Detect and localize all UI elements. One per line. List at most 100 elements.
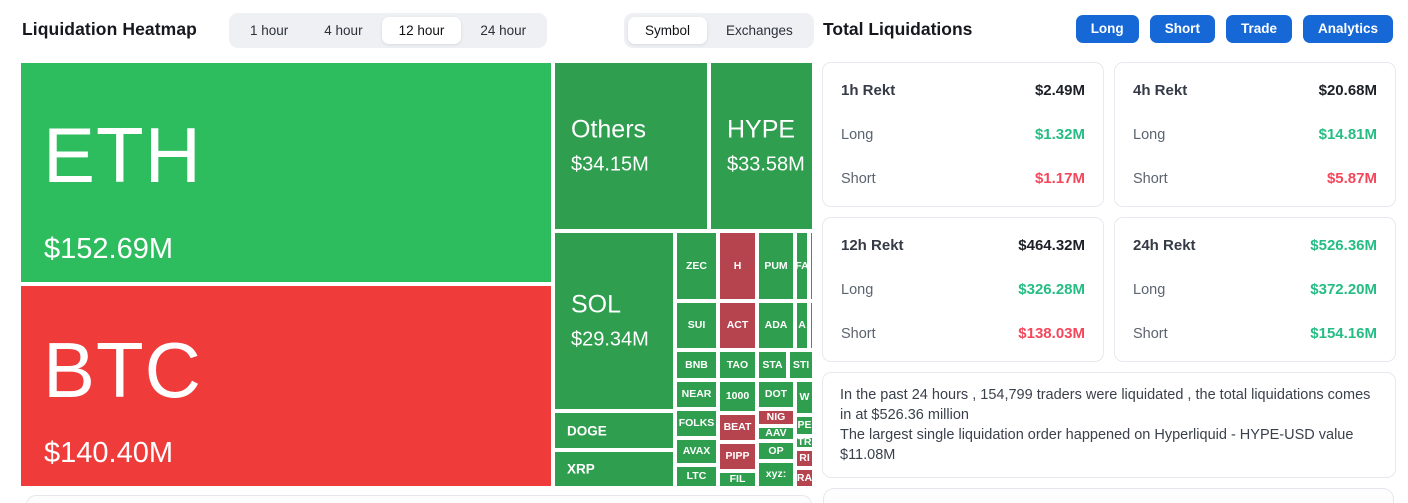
total-liquidations-panel: 1h Rekt $2.49M Long $1.32M Short $1.17M … <box>822 62 1396 478</box>
treemap-cell-bnb[interactable]: BNB <box>676 351 717 379</box>
treemap-cell-beat[interactable]: BEAT <box>719 414 756 441</box>
treemap-cell-eth[interactable]: ETH $152.69M <box>20 62 552 283</box>
treemap-cell-tr[interactable]: TR <box>796 437 813 448</box>
short-button[interactable]: Short <box>1149 15 1215 43</box>
long-value: $326.28M <box>1018 281 1085 298</box>
page-title: Liquidation Heatmap <box>22 19 197 39</box>
treemap-cell-sti[interactable]: STI <box>789 351 813 379</box>
summary-line-1: In the past 24 hours , 154,799 traders w… <box>840 387 1371 423</box>
treemap-cell-label: FIL <box>729 473 746 486</box>
analytics-button[interactable]: Analytics <box>1302 15 1393 43</box>
treemap-cell-dot[interactable]: DOT <box>758 381 794 408</box>
treemap-cell-ra[interactable]: RA <box>796 469 813 487</box>
total-liquidations-title: Total Liquidations <box>823 19 973 39</box>
trade-button[interactable]: Trade <box>1225 15 1292 43</box>
left-header: Liquidation Heatmap 1 hour 4 hour 12 hou… <box>0 0 814 62</box>
treemap-cell-hype[interactable]: HYPE $33.58M <box>710 62 813 230</box>
treemap-cell-label: ADA <box>764 319 788 332</box>
treemap-cell-label: FA <box>797 259 808 272</box>
treemap-cell-pipp[interactable]: PIPP <box>719 443 756 470</box>
treemap-cell-fa[interactable]: FA <box>796 232 808 300</box>
treemap-cell-label: ZEC <box>686 259 707 272</box>
treemap-cell-h[interactable]: H <box>719 232 756 300</box>
rekt-card-24h: 24h Rekt $526.36M Long $372.20M Short $1… <box>1114 217 1396 362</box>
treemap-cell-value: $29.34M <box>571 328 649 351</box>
treemap-cell-value: $152.69M <box>44 233 173 265</box>
treemap-cell-label: BEAT <box>723 421 752 434</box>
treemap-cell-sliver[interactable] <box>810 302 813 349</box>
short-label: Short <box>1133 325 1168 342</box>
treemap-cell-sta[interactable]: STA <box>758 351 787 379</box>
treemap-cell-label: H <box>733 259 742 272</box>
treemap-cell-value: $33.58M <box>727 153 805 176</box>
tab-12-hour[interactable]: 12 hour <box>381 17 462 44</box>
treemap-cell-a[interactable]: A <box>796 302 808 349</box>
treemap-cell-xrp[interactable]: XRP <box>554 451 674 487</box>
treemap-cell-aav[interactable]: AAV <box>758 427 794 440</box>
tab-24-hour[interactable]: 24 hour <box>463 17 543 44</box>
treemap-cell-avax[interactable]: AVAX <box>676 439 717 464</box>
treemap-cell-label: A <box>798 319 806 332</box>
treemap-cell-nig[interactable]: NIG <box>758 410 794 425</box>
treemap-cell-label: AAV <box>765 427 787 440</box>
treemap-cell-pe[interactable]: PE <box>796 416 813 435</box>
treemap-cell-label: LTC <box>686 470 707 483</box>
short-label: Short <box>841 325 876 342</box>
tab-4-hour[interactable]: 4 hour <box>307 17 379 44</box>
below-summary-card-edge <box>823 488 1394 503</box>
treemap-cell-folks[interactable]: FOLKS <box>676 410 717 437</box>
treemap-cell-w[interactable]: W <box>796 381 813 414</box>
card-title: 1h Rekt <box>841 82 896 99</box>
card-total: $526.36M <box>1310 237 1377 254</box>
long-button[interactable]: Long <box>1075 15 1139 43</box>
treemap-cell-label: SOL <box>571 290 622 319</box>
treemap-cell-doge[interactable]: DOGE <box>554 412 674 449</box>
short-label: Short <box>841 170 876 187</box>
treemap-cell-1000[interactable]: 1000 <box>719 381 756 412</box>
treemap-cell-sui[interactable]: SUI <box>676 302 717 349</box>
tab-exchanges[interactable]: Exchanges <box>709 17 810 44</box>
action-buttons: Long Short Trade Analytics <box>1075 15 1393 43</box>
treemap-cell-label: PUM <box>764 259 788 272</box>
treemap-cell-label: BTC <box>43 326 202 414</box>
treemap-cell-op[interactable]: OP <box>758 442 794 460</box>
treemap-cell-label: PIPP <box>725 450 750 463</box>
rekt-cards-grid: 1h Rekt $2.49M Long $1.32M Short $1.17M … <box>822 62 1396 362</box>
long-label: Long <box>1133 126 1166 143</box>
treemap-cell-others[interactable]: Others $34.15M <box>554 62 708 230</box>
treemap-cell-label: NIG <box>766 411 786 424</box>
treemap-cell-label: 1000 <box>725 390 750 403</box>
treemap-cell-pum[interactable]: PUM <box>758 232 794 300</box>
treemap-cell-act[interactable]: ACT <box>719 302 756 349</box>
treemap-cell-label: DOT <box>764 388 788 401</box>
treemap-cell-label: ETH <box>43 110 202 199</box>
treemap-cell-zec[interactable]: ZEC <box>676 232 717 300</box>
long-label: Long <box>1133 281 1166 298</box>
treemap-cell-btc[interactable]: BTC $140.40M <box>20 285 552 487</box>
treemap-cell-label: RA <box>796 471 813 484</box>
treemap-cell-label: STI <box>792 358 810 371</box>
tab-1-hour[interactable]: 1 hour <box>233 17 305 44</box>
treemap-cell-sol[interactable]: SOL $29.34M <box>554 232 674 410</box>
treemap-cell-ltc[interactable]: LTC <box>676 466 717 487</box>
treemap-cell-ri[interactable]: RI <box>796 450 813 467</box>
liquidation-treemap[interactable]: ETH $152.69M BTC $140.40M Others $34.15M HYPE $… <box>20 62 813 487</box>
treemap-cell-ada[interactable]: ADA <box>758 302 794 349</box>
short-value: $5.87M <box>1326 170 1377 187</box>
treemap-cell-label: FOLKS <box>678 417 715 430</box>
tab-symbol[interactable]: Symbol <box>628 17 708 44</box>
treemap-cell-label: DOGE <box>567 423 607 438</box>
treemap-cell-near[interactable]: NEAR <box>676 381 717 408</box>
view-tabs: Symbol Exchanges <box>624 13 814 48</box>
card-title: 12h Rekt <box>841 237 904 254</box>
treemap-cell-label: ACT <box>726 319 749 332</box>
treemap-cell-sliver[interactable] <box>810 232 813 300</box>
rekt-card-4h: 4h Rekt $20.68M Long $14.81M Short $5.87… <box>1114 62 1396 207</box>
liquidation-summary-card: In the past 24 hours , 154,799 traders w… <box>822 372 1396 478</box>
treemap-cell-fil[interactable]: FIL <box>719 472 756 487</box>
treemap-cell-tao[interactable]: TAO <box>719 351 756 379</box>
short-label: Short <box>1133 170 1168 187</box>
treemap-cell-xyz[interactable]: xyz: <box>758 462 794 487</box>
long-label: Long <box>841 281 874 298</box>
